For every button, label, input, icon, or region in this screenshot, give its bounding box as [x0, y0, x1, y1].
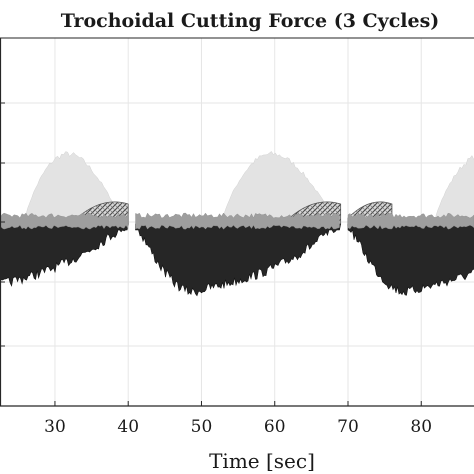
light-series-hump [25, 151, 122, 223]
x-tick-label: 40 [117, 417, 139, 437]
x-tick-label: 60 [264, 417, 286, 437]
dark-series-trough [135, 223, 342, 297]
axes [0, 37, 474, 407]
gray-series-band [0, 212, 129, 230]
x-axis-ticks: 30 40 50 60 70 80 [44, 401, 432, 437]
x-axis-label: Time [sec] [209, 449, 315, 473]
chart-title: Trochoidal Cutting Force (3 Cycles) [61, 10, 440, 32]
dark-series-trough [0, 223, 129, 288]
light-series-hump [223, 151, 334, 223]
x-tick-label: 70 [337, 417, 359, 437]
light-series-hump [435, 155, 474, 223]
x-tick-label: 80 [410, 417, 432, 437]
x-tick-label: 50 [191, 417, 213, 437]
dark-series-trough [347, 223, 474, 296]
x-tick-label: 30 [44, 417, 66, 437]
gray-series-band [135, 212, 340, 230]
gray-series-band [347, 212, 474, 230]
series-marks [0, 151, 474, 297]
